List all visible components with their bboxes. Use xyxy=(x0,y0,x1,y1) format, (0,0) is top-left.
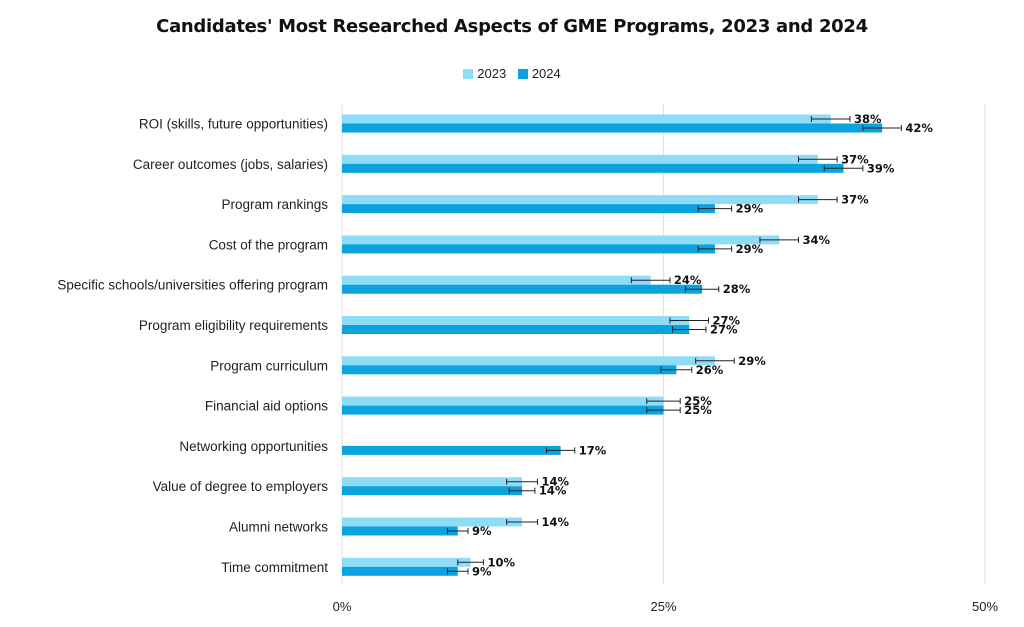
value-label-2024-4: 28% xyxy=(723,282,751,296)
value-label-2023-5: 27% xyxy=(713,314,741,328)
chart-title: Candidates' Most Researched Aspects of G… xyxy=(156,16,868,37)
category-label-0: ROI (skills, future opportunities) xyxy=(139,117,328,132)
value-label-2024-3: 29% xyxy=(736,242,764,256)
category-label-1: Career outcomes (jobs, salaries) xyxy=(133,157,328,172)
value-label-2023-3: 34% xyxy=(803,233,831,247)
category-label-2: Program rankings xyxy=(221,197,328,212)
category-label-7: Financial aid options xyxy=(205,399,328,414)
value-label-2023-4: 24% xyxy=(674,273,702,287)
category-label-9: Value of degree to employers xyxy=(153,479,329,494)
category-label-4: Specific schools/universities offering p… xyxy=(57,278,328,293)
value-label-2023-6: 29% xyxy=(738,354,766,368)
bar-2023-6 xyxy=(342,356,715,366)
category-label-11: Time commitment xyxy=(221,560,328,575)
legend-label-2024: 2024 xyxy=(531,66,561,81)
value-label-2024-11: 9% xyxy=(472,564,492,578)
bar-2024-4 xyxy=(342,284,703,294)
category-label-10: Alumni networks xyxy=(229,520,328,535)
legend-item-2023: 2023 xyxy=(463,66,506,81)
legend-swatch-2023 xyxy=(463,68,474,79)
bar-2024-1 xyxy=(342,163,844,173)
value-label-2024-5: 27% xyxy=(710,323,738,337)
value-label-2023-11: 10% xyxy=(487,555,515,569)
value-label-2023-2: 37% xyxy=(841,193,869,207)
category-label-3: Cost of the program xyxy=(209,237,328,252)
legend-swatch-2024 xyxy=(517,68,528,79)
bar-2023-4 xyxy=(342,275,651,285)
bar-2023-3 xyxy=(342,235,780,245)
value-label-2023-1: 37% xyxy=(841,152,869,166)
bar-2024-0 xyxy=(342,123,883,133)
value-label-2024-10: 9% xyxy=(472,524,492,538)
bar-2024-5 xyxy=(342,325,690,334)
bar-2023-9 xyxy=(342,477,523,487)
legend: 2023 2024 xyxy=(0,66,1024,82)
category-label-6: Program curriculum xyxy=(210,358,328,373)
x-tick-label-2: 50% xyxy=(972,599,998,614)
value-label-2024-1: 39% xyxy=(867,161,895,175)
x-tick-label-1: 25% xyxy=(650,599,676,614)
bar-2023-5 xyxy=(342,316,690,325)
bar-2023-1 xyxy=(342,154,818,164)
legend-item-2024: 2024 xyxy=(517,66,561,81)
value-label-2024-9: 14% xyxy=(539,484,567,498)
bar-2024-7 xyxy=(342,405,664,415)
bar-2023-11 xyxy=(342,557,471,567)
x-tick-label-0: 0% xyxy=(333,599,352,614)
category-label-5: Program eligibility requirements xyxy=(139,318,328,333)
bar-2023-7 xyxy=(342,396,664,406)
bar-2024-10 xyxy=(342,526,458,536)
value-label-2023-7: 25% xyxy=(684,394,712,408)
category-label-8: Networking opportunities xyxy=(179,439,328,454)
value-label-2024-6: 26% xyxy=(696,363,724,377)
bar-2024-11 xyxy=(342,566,458,576)
value-label-2024-2: 29% xyxy=(736,202,764,216)
value-label-2023-9: 14% xyxy=(541,475,569,489)
legend-label-2023: 2023 xyxy=(477,66,507,81)
value-label-2024-0: 42% xyxy=(905,121,933,135)
value-label-2024-7: 25% xyxy=(684,403,712,417)
value-label-2024-8: 17% xyxy=(579,443,607,457)
value-label-2023-0: 38% xyxy=(854,112,882,126)
bar-2023-0 xyxy=(342,114,831,124)
bar-2024-6 xyxy=(342,365,677,375)
value-label-2023-10: 14% xyxy=(541,515,569,529)
bar-2024-9 xyxy=(342,486,523,496)
bar-2024-8 xyxy=(342,445,561,455)
bar-2023-2 xyxy=(342,195,818,205)
bar-2023-10 xyxy=(342,517,523,527)
bar-2024-3 xyxy=(342,244,715,254)
bar-2024-2 xyxy=(342,204,715,214)
